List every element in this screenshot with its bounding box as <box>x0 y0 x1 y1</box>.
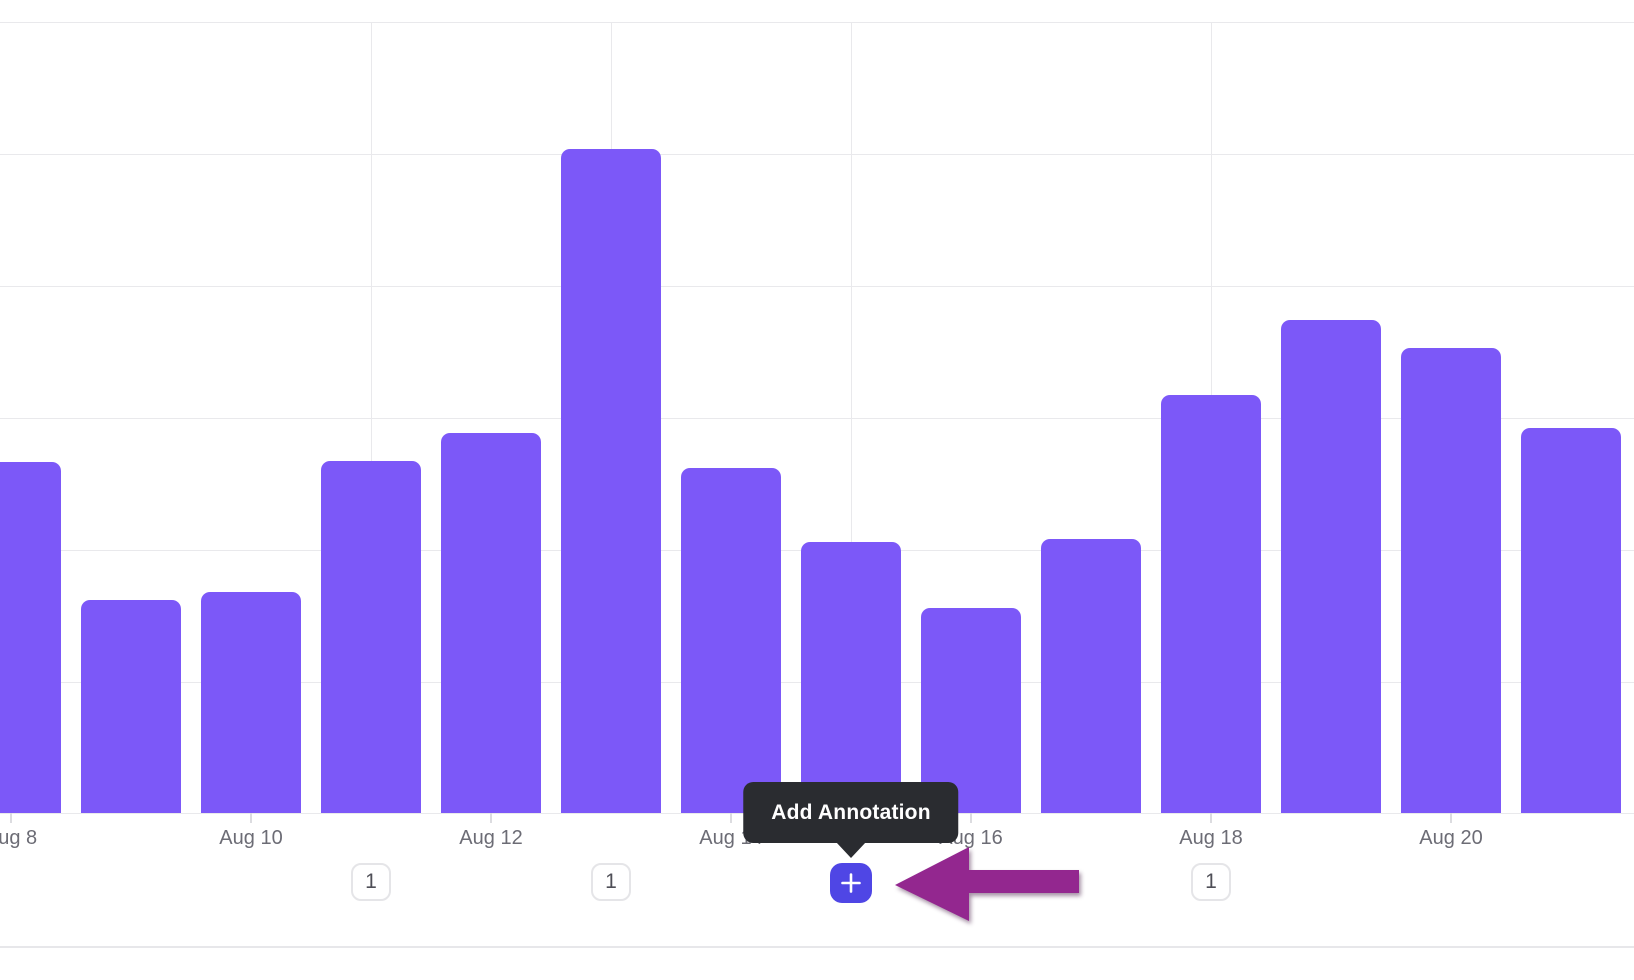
add-annotation-button[interactable] <box>830 863 872 903</box>
x-axis-label-aug-10: Aug 10 <box>219 827 283 849</box>
gridline-horizontal <box>0 286 1634 287</box>
pointer-arrow-annotation <box>895 847 1079 921</box>
add-annotation-tooltip-label: Add Annotation <box>771 800 931 824</box>
guide-line-aug-11 <box>371 22 372 813</box>
x-axis-label-aug-20: Aug 20 <box>1419 827 1483 849</box>
bar-aug-11[interactable] <box>321 461 421 813</box>
annotation-badge-aug-18[interactable]: 1 <box>1191 863 1231 901</box>
bar-aug-18[interactable] <box>1161 395 1261 813</box>
x-tick-aug-14 <box>730 813 732 823</box>
gridline-horizontal <box>0 418 1634 419</box>
bar-aug-13[interactable] <box>561 149 661 813</box>
bottom-separator <box>0 946 1634 948</box>
x-axis-label-aug-12: Aug 12 <box>459 827 523 849</box>
guide-line-aug-15 <box>851 22 852 813</box>
bar-aug-9[interactable] <box>81 600 181 813</box>
add-annotation-tooltip: Add Annotation <box>743 782 959 843</box>
x-tick-aug-12 <box>490 813 492 823</box>
x-tick-aug-8 <box>10 813 12 823</box>
bar-aug-19[interactable] <box>1281 320 1381 813</box>
tooltip-caret <box>836 842 866 858</box>
plus-icon <box>841 873 861 893</box>
bar-aug-17[interactable] <box>1041 539 1141 813</box>
bar-aug-10[interactable] <box>201 592 301 813</box>
annotation-badge-aug-13[interactable]: 1 <box>591 863 631 901</box>
x-axis-label-aug-8: Aug 8 <box>0 827 38 849</box>
x-tick-aug-10 <box>250 813 252 823</box>
annotation-badge-aug-11[interactable]: 1 <box>351 863 391 901</box>
bar-aug-20[interactable] <box>1401 348 1501 813</box>
x-tick-aug-18 <box>1210 813 1212 823</box>
bar-aug-12[interactable] <box>441 433 541 813</box>
bar-aug-21[interactable] <box>1521 428 1621 813</box>
x-tick-aug-16 <box>970 813 972 823</box>
x-axis-label-aug-18: Aug 18 <box>1179 827 1243 849</box>
bar-aug-16[interactable] <box>921 608 1021 813</box>
gridline-horizontal <box>0 154 1634 155</box>
x-tick-aug-20 <box>1450 813 1452 823</box>
bar-aug-8[interactable] <box>0 462 61 813</box>
gridline-horizontal <box>0 22 1634 23</box>
bar-aug-14[interactable] <box>681 468 781 813</box>
bar-aug-15[interactable] <box>801 542 901 813</box>
